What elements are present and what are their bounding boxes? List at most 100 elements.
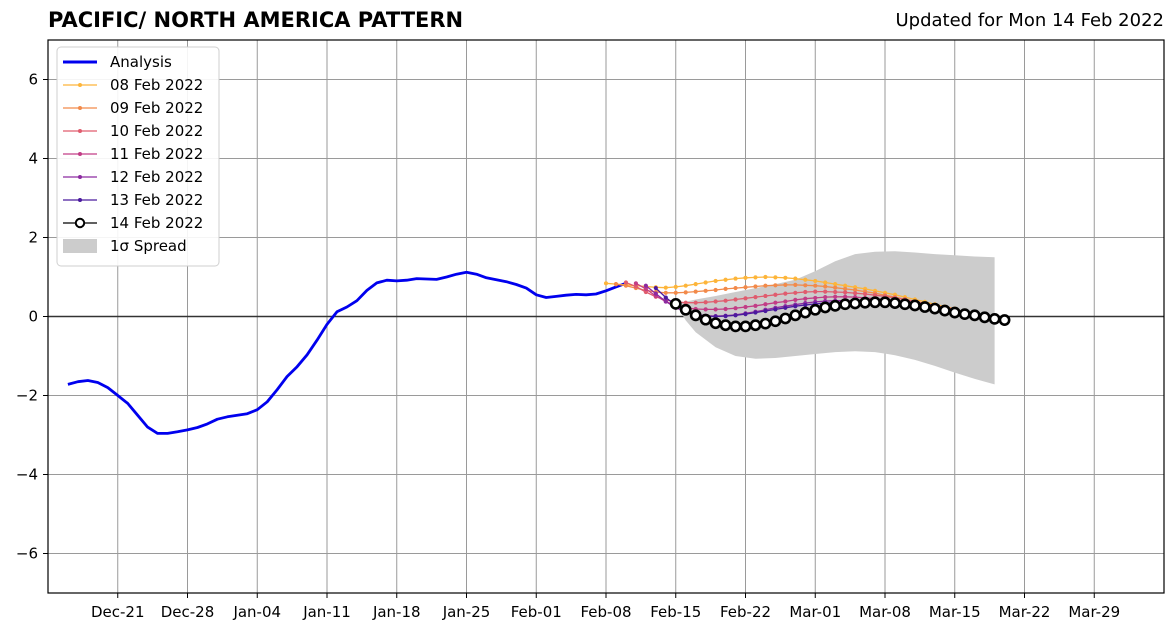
- x-tick-label: Feb-01: [511, 603, 562, 621]
- data-point: [739, 320, 752, 333]
- data-point: [823, 295, 828, 300]
- y-tick-label: −6: [16, 545, 38, 563]
- data-point: [703, 300, 708, 305]
- data-point: [783, 299, 788, 304]
- x-tick-label: Mar-08: [859, 603, 911, 621]
- data-point: [849, 297, 862, 310]
- data-point: [703, 307, 708, 312]
- spread-band: [675, 251, 995, 385]
- data-point: [719, 319, 732, 332]
- data-point: [763, 283, 768, 288]
- data-point: [653, 291, 658, 296]
- legend-marker: [78, 129, 82, 133]
- data-point: [773, 275, 778, 280]
- data-point: [773, 300, 778, 305]
- data-point: [763, 293, 768, 299]
- data-point: [899, 298, 911, 311]
- data-point: [663, 285, 668, 290]
- data-point: [769, 315, 782, 328]
- data-point: [823, 280, 828, 285]
- data-point: [653, 285, 658, 291]
- x-tick-label: Jan-04: [232, 603, 281, 621]
- data-point: [693, 289, 698, 294]
- data-point: [783, 282, 788, 288]
- data-point: [859, 296, 871, 309]
- data-point: [693, 300, 698, 305]
- data-point: [683, 283, 688, 288]
- data-point: [908, 299, 921, 312]
- data-point: [803, 277, 808, 282]
- data-point: [643, 283, 648, 288]
- data-point: [793, 282, 798, 288]
- legend-label: 1σ Spread: [110, 237, 187, 255]
- y-tick-label: 4: [28, 150, 38, 168]
- data-point: [813, 295, 818, 301]
- data-point: [988, 312, 1001, 325]
- data-point: [889, 297, 901, 309]
- data-point: [833, 294, 838, 299]
- data-point: [813, 283, 818, 288]
- data-point: [713, 307, 718, 312]
- legend-marker: [78, 83, 82, 87]
- x-tick-label: Mar-01: [789, 603, 841, 621]
- data-point: [753, 310, 758, 315]
- data-point: [743, 296, 748, 301]
- data-point: [663, 295, 668, 300]
- data-point: [862, 291, 868, 297]
- series-analysis-line: [67, 270, 627, 435]
- data-point: [733, 276, 738, 281]
- data-point: [663, 299, 668, 304]
- data-point: [753, 303, 758, 308]
- legend-label: 08 Feb 2022: [110, 76, 203, 94]
- data-point: [793, 304, 798, 309]
- data-point: [843, 286, 848, 291]
- data-point: [783, 291, 788, 296]
- data-point: [743, 275, 748, 280]
- legend-box: [56, 46, 220, 267]
- data-point: [833, 282, 838, 287]
- data-point: [819, 301, 832, 314]
- data-point: [753, 295, 758, 300]
- data-point: [958, 308, 971, 321]
- data-point: [833, 289, 838, 295]
- data-point: [869, 296, 881, 309]
- x-tick-label: Jan-18: [372, 603, 421, 621]
- data-point: [623, 280, 629, 285]
- data-point: [673, 290, 678, 295]
- data-point: [948, 306, 961, 319]
- data-point: [813, 289, 818, 294]
- data-point: [743, 304, 748, 310]
- data-point: [663, 290, 668, 295]
- data-point: [773, 292, 778, 297]
- data-point: [613, 282, 619, 287]
- data-point: [803, 296, 808, 301]
- data-point: [689, 309, 702, 322]
- data-point: [783, 305, 788, 310]
- data-point: [763, 302, 768, 307]
- data-point: [723, 306, 728, 312]
- data-point: [773, 307, 778, 312]
- legend-swatch: [63, 239, 97, 253]
- data-point: [998, 314, 1011, 326]
- data-point: [879, 296, 891, 309]
- data-point: [763, 308, 768, 314]
- legend-marker: [78, 198, 82, 202]
- data-point: [823, 289, 828, 294]
- data-point: [789, 309, 802, 322]
- y-tick-label: −4: [16, 466, 38, 484]
- data-point: [809, 303, 822, 316]
- data-point: [783, 275, 788, 280]
- data-point: [793, 297, 798, 303]
- data-point: [603, 281, 609, 286]
- x-tick-label: Mar-15: [929, 603, 981, 621]
- data-point: [733, 297, 738, 302]
- data-point: [723, 277, 728, 282]
- y-tick-label: 6: [28, 71, 38, 89]
- data-point: [723, 314, 728, 319]
- chart-title: PACIFIC/ NORTH AMERICA PATTERN: [48, 8, 464, 32]
- y-tick-label: −2: [16, 387, 38, 405]
- data-point: [733, 306, 738, 311]
- x-tick-label: Dec-21: [91, 603, 145, 621]
